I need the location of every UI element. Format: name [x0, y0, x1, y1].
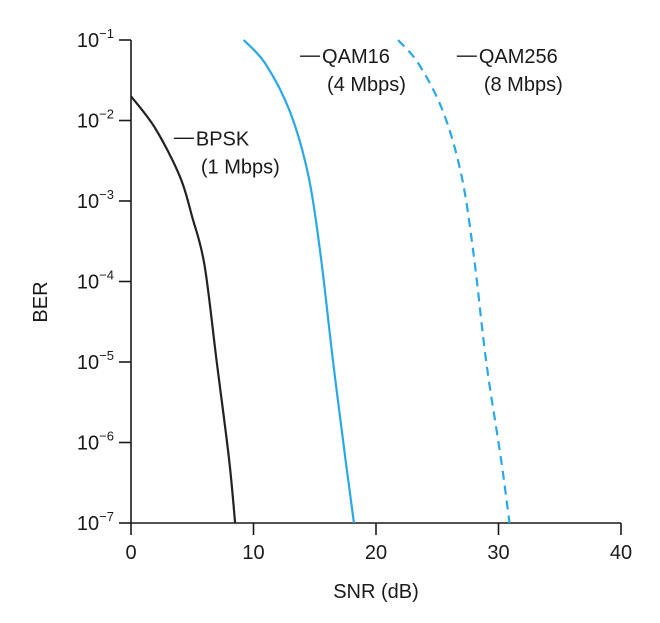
x-tick-label: 30 [487, 542, 509, 564]
y-tick-label: 10−3 [77, 187, 114, 213]
x-axis-label: SNR (dB) [333, 581, 419, 603]
y-tick-label: 10−4 [77, 268, 114, 294]
x-tick-label: 40 [610, 542, 632, 564]
series-line-qam256 [397, 39, 511, 524]
series-name-label: QAM16 [322, 46, 390, 68]
series-name-label: BPSK [196, 128, 250, 150]
y-tick-label: 10−6 [77, 429, 114, 455]
series-rate-label: (1 Mbps) [201, 156, 280, 178]
series-line-qam16 [242, 39, 356, 524]
y-axis-label: BER [30, 281, 52, 322]
series-name-label: QAM256 [479, 46, 558, 68]
y-tick-label: 10−2 [77, 107, 114, 133]
y-tick-label: 10−5 [77, 348, 114, 374]
y-tick-label: 10−1 [77, 26, 114, 52]
series-rate-label: (8 Mbps) [484, 74, 563, 96]
x-axis-ticks: 0 10 20 30 40 [125, 523, 632, 564]
x-tick-label: 0 [125, 542, 136, 564]
x-tick-label: 10 [242, 542, 264, 564]
series-rate-label: (4 Mbps) [327, 74, 406, 96]
series-line-bpsk [130, 95, 237, 524]
y-axis-ticks: 10−1 10−2 10−3 10−4 10−5 10−6 10−7 [77, 26, 131, 535]
annotation-layer: BPSK (1 Mbps) QAM16 (4 Mbps) QAM256 (8 Mbps) [173, 46, 563, 178]
series-layer [130, 39, 511, 524]
y-tick-label: 10−7 [77, 509, 114, 535]
x-tick-label: 20 [365, 542, 387, 564]
